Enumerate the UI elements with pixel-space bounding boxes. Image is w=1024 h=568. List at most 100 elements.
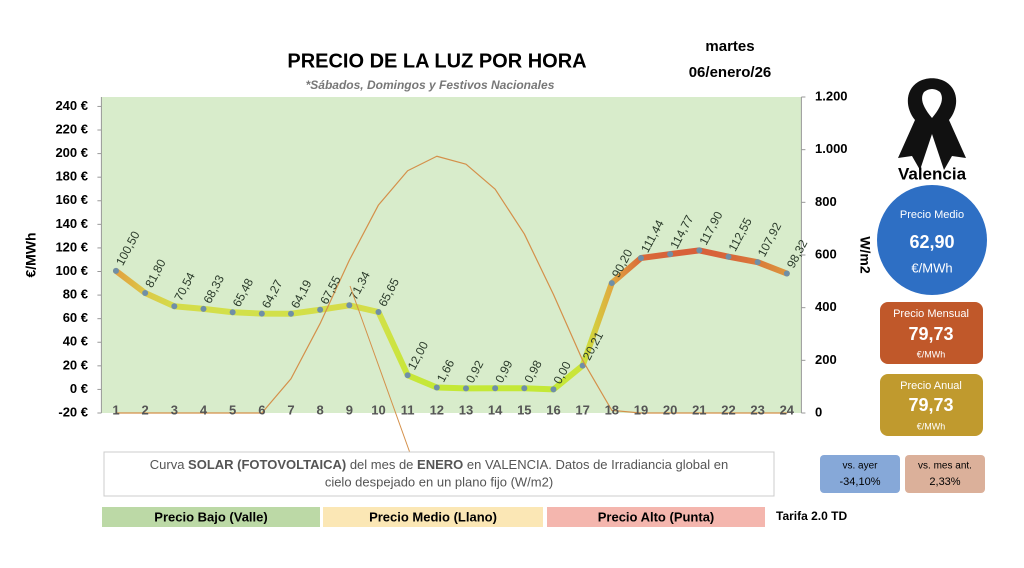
note-text: Curva [150,457,188,472]
point [287,310,294,317]
point [112,267,119,274]
note-pointer [349,285,411,454]
note-text: del mes de [346,457,417,472]
point [637,255,644,262]
average-unit: €/MWh [911,260,952,275]
point [696,247,703,254]
note-text: en VALENCIA. Datos de Irradiancia global… [463,457,728,472]
x-tick-label: 11 [401,402,415,417]
ribbon-icon [898,78,966,170]
point [433,384,440,391]
x-tick-label: 23 [750,402,764,417]
yearly-box [880,374,983,436]
x-tick-label: 7 [287,402,294,417]
x-tick-label: 9 [346,402,353,417]
yearly-label: Precio Anual [900,380,962,392]
point [142,289,149,296]
legend-low [102,507,320,527]
yearly-value: 79,73 [908,395,953,415]
x-tick-label: 19 [634,402,648,417]
chart-subtitle: *Sábados, Domingos y Festivos Nacionales [306,78,555,92]
x-tick-label: 15 [517,402,531,417]
point [725,253,732,260]
point [550,386,557,393]
chart-title: PRECIO DE LA LUZ POR HORA [287,50,586,72]
y-tick-label: 80 € [63,287,88,302]
point [521,385,528,392]
monthly-unit: €/MWh [917,349,946,359]
y2-tick-label: 1.200 [815,88,848,103]
note-box [103,451,775,497]
y-tick-label: 220 € [55,121,88,136]
x-tick-label: 14 [488,402,503,417]
price-line [112,247,790,393]
y2-tick-label: 200 [815,352,837,367]
point [317,306,324,313]
point [783,270,790,277]
monthly-value: 79,73 [908,324,953,344]
y-tick-label: 240 € [55,98,88,113]
y-tick-label: 180 € [55,169,88,184]
y-tick-label: 40 € [63,334,88,349]
vs-month-box [905,455,985,493]
y-tick-label: 100 € [55,263,88,278]
vs-yesterday-label: vs. ayer [842,461,878,472]
x-tick-label: 10 [371,402,385,417]
x-tick-label: 18 [605,402,619,417]
point [404,372,411,379]
y-tick-label: 120 € [55,239,88,254]
x-tick-label: 13 [459,402,473,417]
average-value: 62,90 [909,232,954,252]
note-text: ENERO [417,457,463,472]
point [171,303,178,310]
x-tick-label: 24 [780,402,795,417]
note-text: SOLAR (FOTOVOLTAICA) [188,457,346,472]
x-tick-label: 8 [317,402,324,417]
monthly-box [880,302,983,364]
average-badge [877,185,987,295]
point [258,310,265,317]
x-tick-label: 3 [171,402,178,417]
y-tick-label: 20 € [63,357,88,372]
y-tick-label: 160 € [55,192,88,207]
x-tick-label: 16 [546,402,560,417]
y-tick-label: 0 € [70,381,88,396]
legend-text: Precio Bajo (Valle) [154,509,267,524]
vs-month-value: 2,33% [929,476,960,488]
point [462,385,469,392]
x-tick-label: 4 [200,402,208,417]
y2-tick-label: 400 [815,299,837,314]
x-tick-label: 12 [430,402,444,417]
x-tick-label: 20 [663,402,677,417]
y-tick-label: -20 € [58,404,88,419]
x-tick-label: 22 [721,402,735,417]
y-tick-label: 200 € [55,145,88,160]
x-tick-label: 17 [575,402,589,417]
x-tick-label: 1 [112,402,119,417]
vs-yesterday-box [820,455,900,493]
legend-text: Precio Medio (Llano) [369,509,497,524]
legend-high [547,507,765,527]
x-tick-label: 6 [258,402,265,417]
x-tick-label: 21 [692,402,706,417]
legend-mid [323,507,543,527]
solar-line [115,155,788,414]
vs-yesterday-value: -34,10% [840,476,881,488]
location: Valencia [898,164,967,183]
y2-tick-label: 600 [815,246,837,261]
x-tick-label: 2 [142,402,149,417]
y2-tick-label: 800 [815,194,837,209]
y2-axis-label: W/m2 [857,236,873,274]
average-label: Precio Medio [900,209,964,221]
note-line: Curva SOLAR (FOTOVOLTAICA) del mes de EN… [150,457,728,472]
point [754,259,761,266]
point [492,385,499,392]
monthly-label: Precio Mensual [893,308,969,320]
point [229,309,236,316]
weekday: martes [705,38,754,55]
point [667,251,674,258]
point [608,280,615,287]
point [200,305,207,312]
y2-tick-label: 1.000 [815,141,848,156]
